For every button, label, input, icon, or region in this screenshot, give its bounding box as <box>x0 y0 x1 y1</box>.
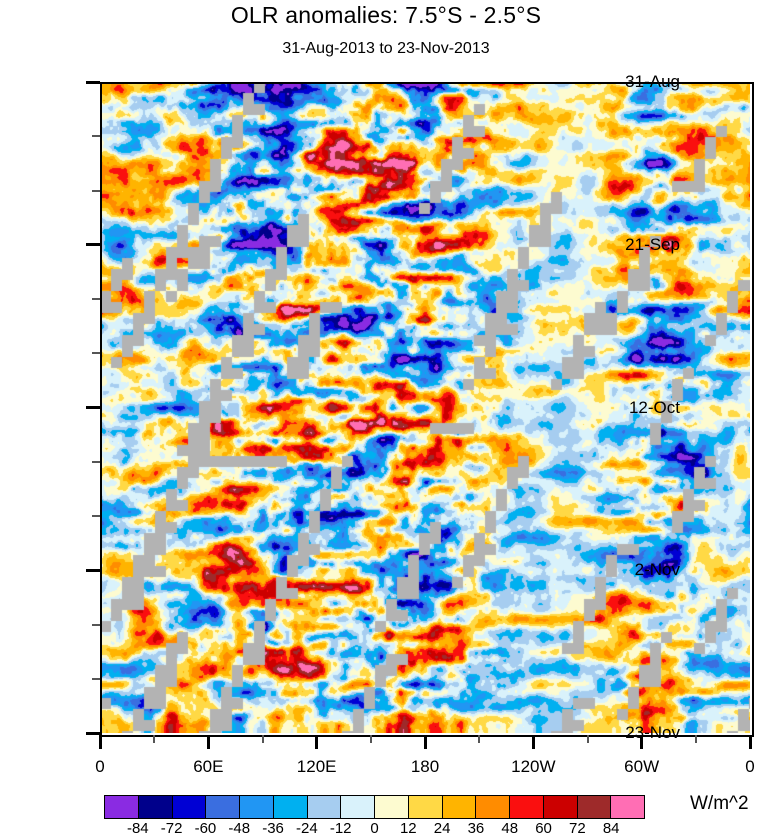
y-tick-label-12-oct: 12-Oct <box>628 397 680 417</box>
y-tick-7 <box>92 460 100 463</box>
x-tick-label-6: 180 <box>410 757 440 776</box>
colorbar-swatch-10[interactable] <box>442 796 477 818</box>
x-tick-label-2: 60E <box>193 757 224 776</box>
x-tick-9 <box>586 735 589 743</box>
colorbar-swatch-14[interactable] <box>577 796 612 818</box>
colorbar-tick--84: -84 <box>126 820 149 837</box>
x-tick-12 <box>748 735 752 749</box>
y-tick-6 <box>86 406 100 409</box>
x-tick-11 <box>694 735 697 743</box>
hovmoller-plot-area <box>100 82 750 733</box>
colorbar-swatch-11[interactable] <box>476 796 510 818</box>
y-tick-label-2-nov: 2-Nov <box>634 560 680 580</box>
y-tick-label-31-aug: 31-Aug <box>625 72 680 91</box>
colorbar-tick-12: 12 <box>399 820 417 837</box>
colorbar-swatch-8[interactable] <box>375 796 409 818</box>
colorbar-swatch-9[interactable] <box>408 796 443 818</box>
colorbar-swatch-13[interactable] <box>543 796 578 818</box>
colorbar-tick-72: 72 <box>569 820 586 837</box>
colorbar-tick--24: -24 <box>296 820 318 837</box>
y-axis-time <box>0 0 94 834</box>
x-tick-6 <box>423 735 427 749</box>
colorbar[interactable] <box>104 795 645 819</box>
x-tick-label-4: 120E <box>296 757 337 776</box>
colorbar-tick--72: -72 <box>160 820 183 837</box>
x-tick-label-10: 60W <box>624 757 660 776</box>
colorbar-swatch-0[interactable] <box>105 796 139 818</box>
y-tick-12 <box>86 731 100 735</box>
colorbar-tick--48: -48 <box>228 820 251 837</box>
colorbar-swatch-7[interactable] <box>341 796 375 818</box>
x-tick-2 <box>206 735 210 749</box>
x-tick-label-8: 120W <box>511 757 556 776</box>
y-tick-label-21-sep: 21-Sep <box>625 234 680 254</box>
colorbar-swatch-6[interactable] <box>307 796 342 818</box>
y-tick-1 <box>92 135 100 138</box>
x-tick-label-12: 0 <box>745 757 755 776</box>
colorbar-swatch-15[interactable] <box>611 796 644 818</box>
y-tick-4 <box>92 298 100 300</box>
y-tick-5 <box>92 352 100 355</box>
x-tick-1 <box>153 735 156 743</box>
colorbar-swatch-1[interactable] <box>138 796 173 818</box>
x-tick-label-0: 0 <box>95 757 105 776</box>
y-tick-8 <box>92 515 100 517</box>
olr-anomaly-contour-field <box>100 82 750 733</box>
y-tick-2 <box>92 189 100 192</box>
colorbar-tick-24: 24 <box>433 820 451 837</box>
y-tick-9 <box>86 568 100 572</box>
x-tick-10 <box>640 735 644 749</box>
x-tick-7 <box>478 735 481 743</box>
colorbar-swatch-2[interactable] <box>172 796 207 818</box>
colorbar-tick-36: 36 <box>467 820 485 837</box>
colorbar-tick-48: 48 <box>501 820 519 837</box>
colorbar-tick--60: -60 <box>194 820 217 837</box>
y-tick-0 <box>86 80 100 84</box>
colorbar-tick-84: 84 <box>602 820 620 837</box>
colorbar-tick--36: -36 <box>262 820 284 837</box>
x-tick-3 <box>261 735 264 743</box>
colorbar-tick-0: 0 <box>370 820 379 837</box>
colorbar-tick-labels: -84 -72 -60 -48 -36 -24 -12 0 12 24 36 48 60 72 84 <box>0 820 772 840</box>
x-tick-8 <box>531 735 535 749</box>
y-tick-3 <box>86 243 100 247</box>
colorbar-swatch-4[interactable] <box>240 796 274 818</box>
x-tick-4 <box>315 735 319 749</box>
y-tick-11 <box>92 677 100 680</box>
x-tick-5 <box>369 735 372 743</box>
colorbar-swatch-5[interactable] <box>273 796 308 818</box>
colorbar-units-label: W/m^2 <box>690 793 749 814</box>
page-title: OLR anomalies: 7.5°S - 2.5°S <box>230 2 542 28</box>
colorbar-swatch-3[interactable] <box>206 796 240 818</box>
colorbar-tick-60: 60 <box>535 820 552 837</box>
colorbar-tick--12: -12 <box>329 820 352 837</box>
colorbar-swatch-12[interactable] <box>510 796 544 818</box>
page-subtitle: 31-Aug-2013 to 23-Nov-2013 <box>282 40 490 57</box>
y-tick-10 <box>92 623 100 626</box>
y-tick-label-23-nov: 23-Nov <box>625 723 680 742</box>
x-tick-0 <box>98 735 102 749</box>
